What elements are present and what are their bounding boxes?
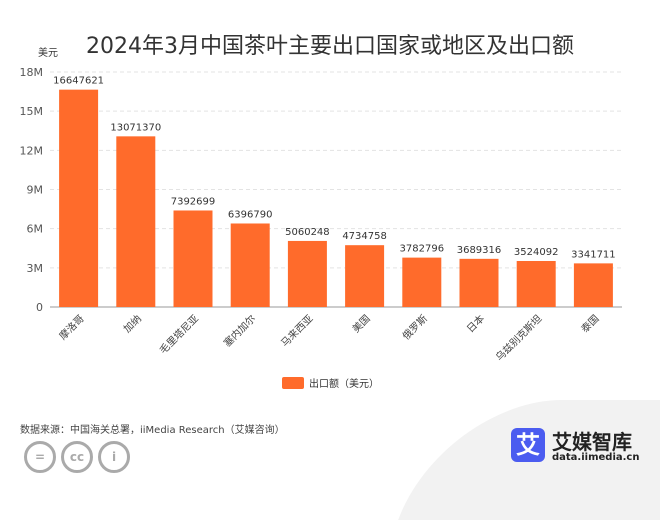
x-tick-label: 摩洛哥: [56, 312, 86, 342]
x-tick-label: 日本: [464, 312, 487, 335]
y-tick-label: 15M: [20, 105, 44, 118]
data-label: 3341711: [571, 249, 616, 260]
bar: [459, 258, 499, 307]
x-tick-label: 加纳: [121, 312, 144, 335]
source-note: 数据来源：中国海关总署，iiMedia Research（艾媒咨询）: [20, 425, 285, 436]
y-tick-label: 6M: [27, 223, 44, 236]
bar: [402, 257, 442, 307]
data-label: 13071370: [110, 122, 161, 133]
bar: [116, 136, 156, 307]
x-tick-label: 美国: [349, 312, 372, 335]
y-tick-label: 12M: [20, 144, 44, 157]
chart-title: 2024年3月中国茶叶主要出口国家或地区及出口额: [86, 34, 574, 59]
bar-chart: 美元 0 3M 6M 9M 12M 15M 18M 16647621 摩洛哥 13071370 加纳 7…: [20, 46, 622, 390]
person-icon: i: [98, 441, 130, 473]
data-label: 4734758: [342, 231, 387, 242]
x-tick-label: 毛里塔尼亚: [157, 312, 202, 357]
bar: [345, 245, 385, 307]
data-label: 3524092: [514, 247, 559, 258]
cc-icon: cc: [61, 441, 93, 473]
logo-icon: 艾: [511, 428, 545, 462]
x-tick-label: 塞内加尔: [221, 312, 258, 349]
legend-swatch: [282, 377, 304, 389]
bar: [516, 260, 556, 307]
y-tick-label: 0: [36, 301, 43, 314]
x-tick-label: 乌兹别克斯坦: [493, 312, 545, 364]
y-tick-label: 3M: [27, 262, 44, 275]
bar: [173, 210, 213, 307]
data-label: 7392699: [171, 196, 216, 207]
equals-icon: =: [24, 441, 56, 473]
x-tick-label: 泰国: [578, 312, 601, 335]
data-label: 3689316: [457, 245, 502, 256]
legend-label: 出口额（美元）: [309, 377, 379, 390]
bar: [59, 89, 99, 307]
data-label: 3782796: [400, 244, 445, 255]
y-axis-label: 美元: [38, 46, 58, 59]
data-label: 6396790: [228, 209, 273, 220]
logo-name: 艾媒智库: [552, 430, 632, 454]
bar: [287, 240, 327, 307]
data-label: 16647621: [53, 76, 104, 87]
y-tick-label: 9M: [27, 184, 44, 197]
logo-url: data.iimedia.cn: [552, 452, 640, 463]
bar: [230, 223, 270, 307]
x-tick-label: 俄罗斯: [400, 312, 430, 342]
data-label: 5060248: [285, 227, 330, 238]
x-tick-label: 马来西亚: [279, 313, 316, 350]
y-tick-label: 18M: [20, 66, 44, 79]
bar: [573, 263, 613, 307]
